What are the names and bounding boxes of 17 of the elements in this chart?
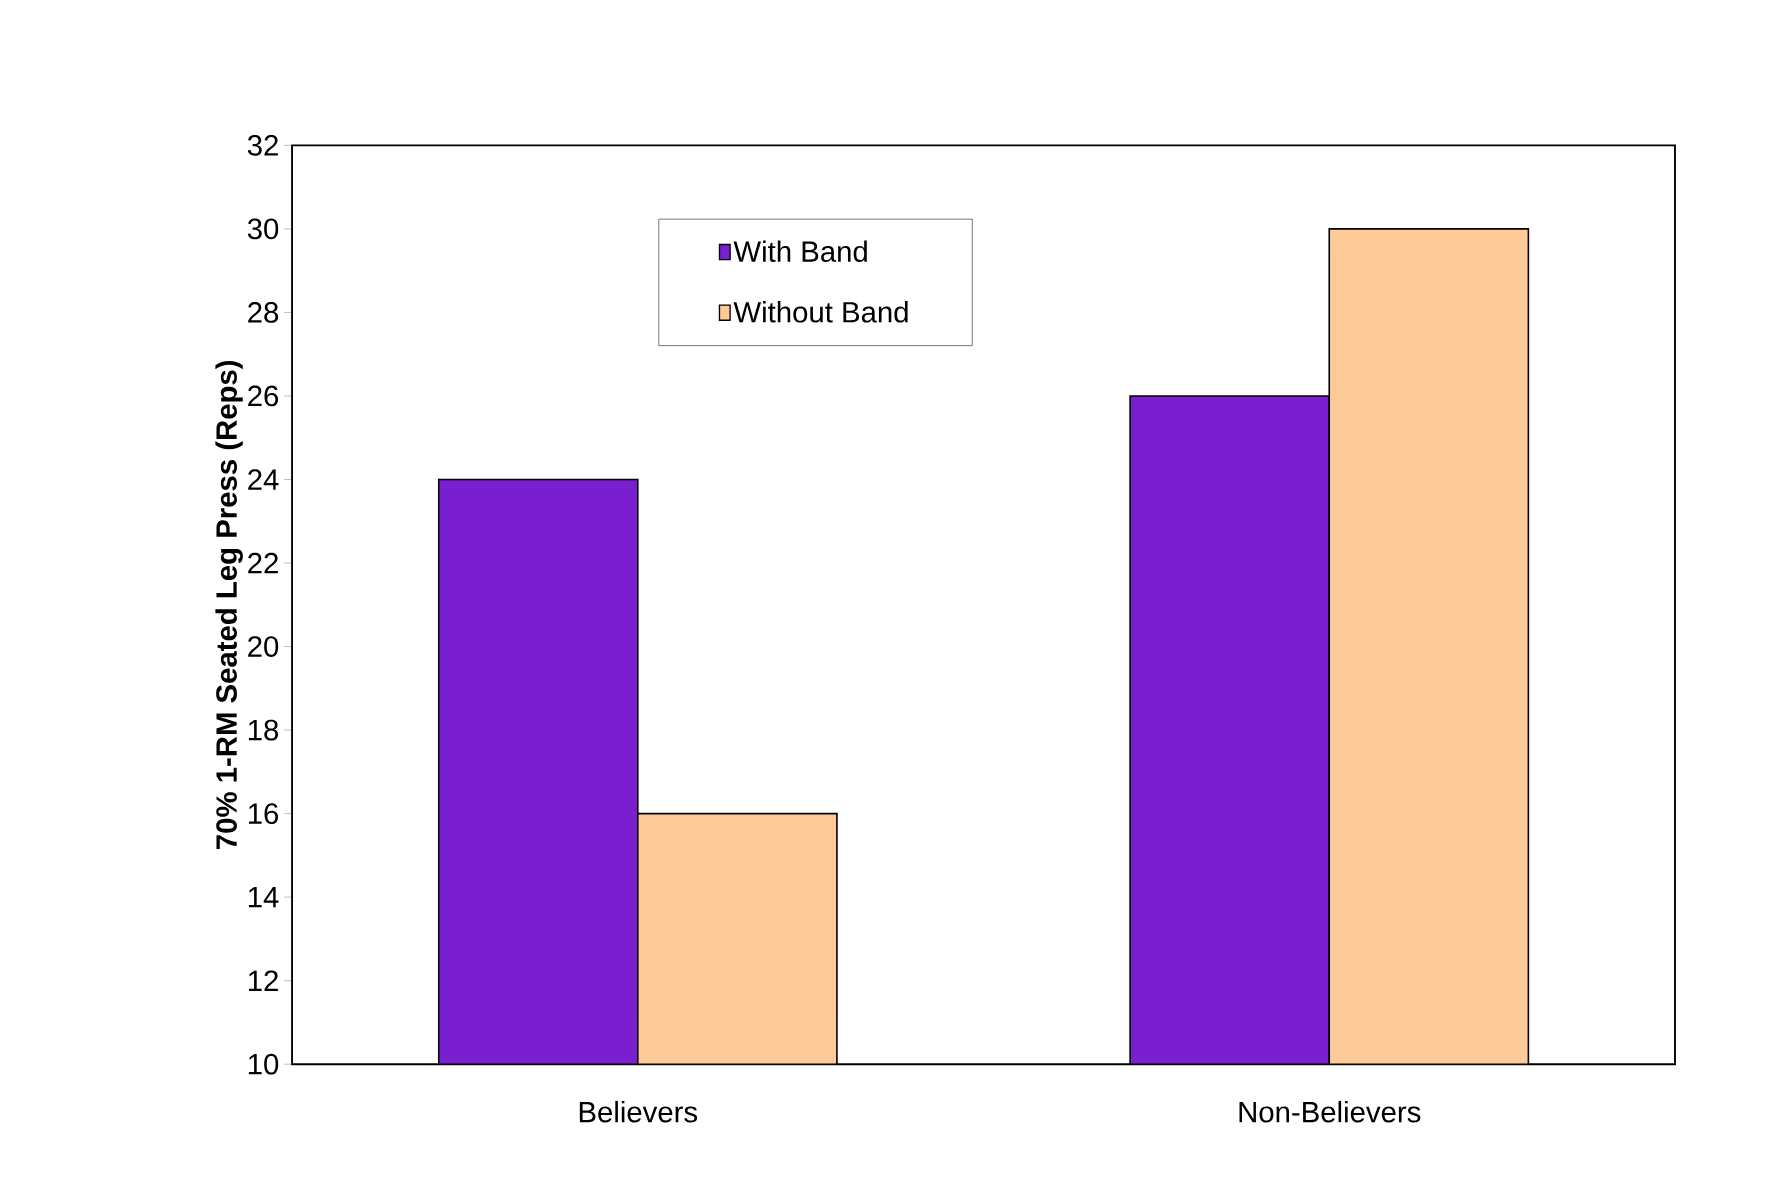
y-axis-title: 70% 1-RM Seated Leg Press (Reps) bbox=[215, 360, 243, 849]
y-tick-label: 10 bbox=[248, 1053, 279, 1075]
y-tick-label: 14 bbox=[248, 886, 279, 908]
y-tick-label: 18 bbox=[248, 719, 279, 741]
x-tick-label: Believers bbox=[579, 1100, 698, 1123]
y-tick-label: 20 bbox=[248, 636, 279, 657]
y-tick-label: 24 bbox=[248, 469, 279, 490]
y-tick-label: 12 bbox=[248, 970, 278, 991]
y-tick-label: 16 bbox=[248, 803, 279, 824]
y-tick-label: 26 bbox=[248, 385, 279, 407]
y-tick-label: 28 bbox=[248, 301, 279, 323]
x-tick-label: Non-Believers bbox=[1239, 1100, 1421, 1123]
legend-label: Without Band bbox=[733, 300, 908, 323]
y-tick-label: 32 bbox=[247, 134, 278, 156]
y-tick-label: 22 bbox=[248, 552, 278, 574]
legend-label: With Band bbox=[733, 240, 867, 262]
y-tick-label: 30 bbox=[247, 218, 279, 240]
